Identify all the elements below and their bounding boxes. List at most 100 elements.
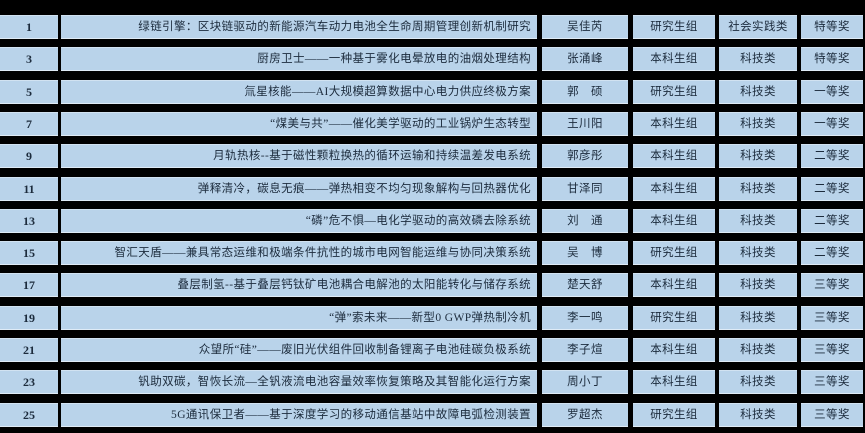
cell-top-hairline xyxy=(633,111,715,113)
cell-bottom-hairline xyxy=(801,231,863,233)
group-cell: 本科生组 xyxy=(633,144,715,169)
cell-top-hairline xyxy=(61,273,537,275)
cell-top-hairline xyxy=(542,241,628,243)
cell-bottom-hairline xyxy=(719,361,797,362)
row-number-cell: 3 xyxy=(0,47,58,72)
cell-top-hairline xyxy=(801,47,863,49)
cell-top-hairline xyxy=(633,241,715,243)
cell-bottom-hairline xyxy=(719,296,797,298)
group-cell: 研究生组 xyxy=(633,402,715,427)
cell-top-hairline xyxy=(542,15,628,16)
category-cell: 科技类 xyxy=(719,402,797,427)
cell-bottom-hairline xyxy=(542,70,628,72)
cell-bottom-hairline xyxy=(0,231,58,233)
award-cell: 一等奖 xyxy=(801,111,863,136)
cell-bottom-hairline xyxy=(542,167,628,169)
cell-top-hairline xyxy=(0,402,58,404)
cell-bottom-hairline xyxy=(719,425,797,427)
cell-bottom-hairline xyxy=(61,199,537,201)
row-number-cell: 19 xyxy=(0,305,58,330)
cell-bottom-hairline xyxy=(61,167,537,169)
award-cell: 三等奖 xyxy=(801,370,863,395)
leader-name-cell: 李一鸣 xyxy=(542,305,628,330)
table-row: 7 “煤美与共”——催化美学驱动的工业锅炉生态转型 王川阳 本科生组 科技类 一等奖 xyxy=(0,111,865,136)
leader-name-cell: 郭彦彤 xyxy=(542,144,628,169)
table-row: 13 “磷”危不惧—电化学驱动的高效磷去除系统刘 通本科生组 科技类 二等奖 xyxy=(0,208,865,233)
award-cell: 三等奖 xyxy=(801,305,863,330)
project-title-cell: 智汇天盾——兼具常态运维和极端条件抗性的城市电网智能运维与协同决策系统 xyxy=(61,241,537,266)
cell-top-hairline xyxy=(61,79,537,81)
row-number-cell: 11 xyxy=(0,176,58,201)
cell-bottom-hairline xyxy=(0,70,58,72)
row-number-cell: 23 xyxy=(0,370,58,395)
award-cell: 特等奖 xyxy=(801,47,863,72)
cell-bottom-hairline xyxy=(61,296,537,298)
cell-bottom-hairline xyxy=(633,231,715,233)
cell-bottom-hairline xyxy=(719,38,797,39)
cell-top-hairline xyxy=(61,338,537,339)
leader-name-cell: 楚天舒 xyxy=(542,273,628,298)
group-cell: 本科生组 xyxy=(633,47,715,72)
cell-top-hairline xyxy=(0,241,58,243)
cell-top-hairline xyxy=(633,273,715,275)
cell-top-hairline xyxy=(633,144,715,146)
table-row: 21 众望所“硅”——废旧光伏组件回收制备锂离子电池硅碳负极系统 李子煊 本科生组 科技… xyxy=(0,338,865,362)
project-title-cell: 弹释清冷，碳息无痕——弹热相变不均匀现象解构与回热器优化 xyxy=(61,176,537,201)
cell-top-hairline xyxy=(719,79,797,81)
cell-bottom-hairline xyxy=(633,361,715,362)
cell-top-hairline xyxy=(719,338,797,339)
award-cell: 二等奖 xyxy=(801,241,863,266)
leader-name-cell: 吴佳芮 xyxy=(542,15,628,39)
cell-bottom-hairline xyxy=(801,167,863,169)
cell-bottom-hairline xyxy=(542,361,628,362)
cell-top-hairline xyxy=(719,47,797,49)
cell-bottom-hairline xyxy=(633,38,715,39)
cell-top-hairline xyxy=(719,176,797,178)
cell-top-hairline xyxy=(801,402,863,404)
cell-top-hairline xyxy=(542,273,628,275)
row-number-cell: 7 xyxy=(0,111,58,136)
project-title-cell: 钒助双碳，智恢长流—全钒液流电池容量效率恢复策略及其智能化运行方案 xyxy=(61,370,537,395)
cell-top-hairline xyxy=(0,144,58,146)
cell-bottom-hairline xyxy=(801,328,863,330)
category-cell: 科技类 xyxy=(719,111,797,136)
cell-top-hairline xyxy=(0,111,58,113)
cell-top-hairline xyxy=(61,47,537,49)
project-title-cell: 月轨热核--基于磁性颗粒换热的循环运输和持续温差发电系统 xyxy=(61,144,537,169)
cell-bottom-hairline xyxy=(542,264,628,266)
cell-top-hairline xyxy=(801,144,863,146)
cell-top-hairline xyxy=(0,176,58,178)
row-number-cell: 17 xyxy=(0,273,58,298)
table-row: 25 5G通讯保卫者——基于深度学习的移动通信基站中故障电弧检测装置 罗超杰 研究生组… xyxy=(0,402,865,427)
table-row: 5 氚星核能——AI大规模超算数据中心电力供应终极方案郭 硕研究生组 科技类 一等奖 xyxy=(0,79,865,104)
category-cell: 科技类 xyxy=(719,273,797,298)
cell-top-hairline xyxy=(0,370,58,372)
cell-top-hairline xyxy=(61,111,537,113)
group-cell: 研究生组 xyxy=(633,79,715,104)
cell-top-hairline xyxy=(61,241,537,243)
cell-top-hairline xyxy=(542,402,628,404)
cell-top-hairline xyxy=(542,305,628,307)
project-title-cell: 众望所“硅”——废旧光伏组件回收制备锂离子电池硅碳负极系统 xyxy=(61,338,537,362)
cell-top-hairline xyxy=(719,208,797,210)
category-cell: 科技类 xyxy=(719,208,797,233)
cell-top-hairline xyxy=(542,47,628,49)
leader-name-cell: 刘 通 xyxy=(542,208,628,233)
cell-bottom-hairline xyxy=(61,425,537,427)
row-number-cell: 25 xyxy=(0,402,58,427)
table-row: 3 厨房卫士——一种基于雾化电晕放电的油烟处理结构 张涌峰 本科生组 科技类 特等奖 xyxy=(0,47,865,72)
award-cell: 二等奖 xyxy=(801,144,863,169)
cell-bottom-hairline xyxy=(633,425,715,427)
category-cell: 科技类 xyxy=(719,47,797,72)
cell-bottom-hairline xyxy=(61,393,537,395)
cell-top-hairline xyxy=(61,402,537,404)
cell-top-hairline xyxy=(61,176,537,178)
cell-bottom-hairline xyxy=(801,102,863,104)
cell-top-hairline xyxy=(719,111,797,113)
cell-bottom-hairline xyxy=(719,167,797,169)
category-cell: 科技类 xyxy=(719,79,797,104)
project-title-cell: 叠层制氢--基于叠层钙钛矿电池耦合电解池的太阳能转化与储存系统 xyxy=(61,273,537,298)
row-number-cell: 5 xyxy=(0,79,58,104)
leader-name-cell: 周小丁 xyxy=(542,370,628,395)
group-cell: 本科生组 xyxy=(633,111,715,136)
